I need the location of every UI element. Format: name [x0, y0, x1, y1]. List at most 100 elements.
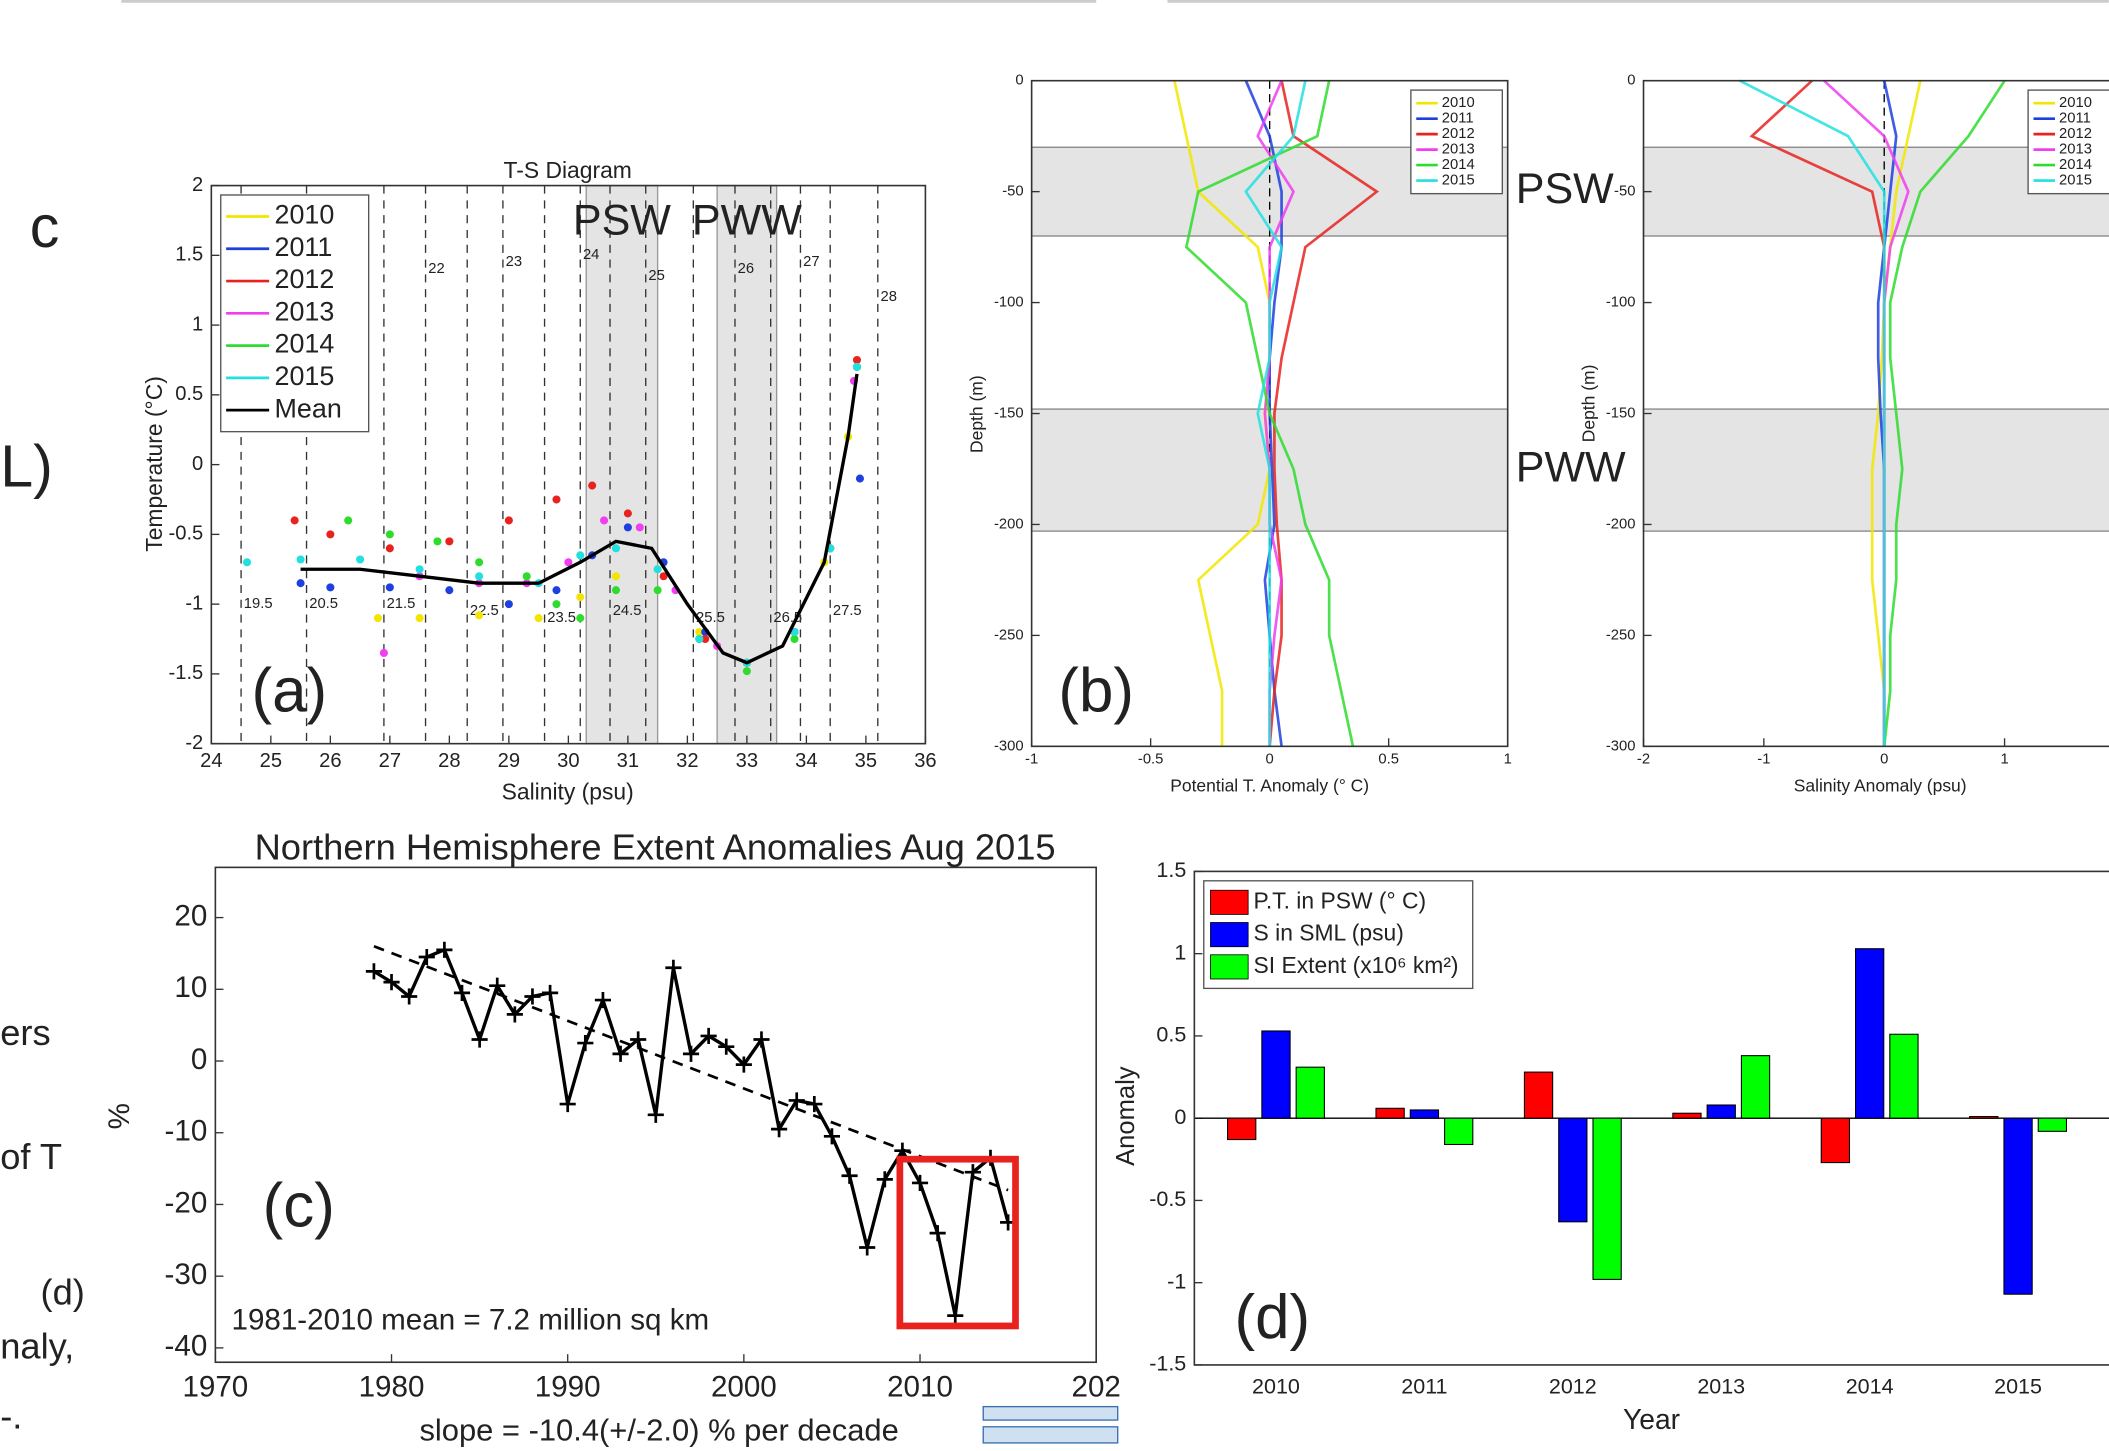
point — [623, 523, 632, 532]
plus-marker — [559, 1095, 576, 1113]
isopycnal-label: 27 — [803, 254, 819, 270]
point — [415, 565, 424, 574]
point — [588, 481, 597, 490]
legend-label: 2012 — [1442, 126, 1475, 142]
y-axis-label: % — [103, 1103, 136, 1129]
y-tick-label: -200 — [994, 516, 1024, 532]
y-tick-label: -1.5 — [169, 662, 204, 684]
x-tick-label: 30 — [557, 750, 579, 772]
plus-marker — [365, 963, 382, 980]
plot-frame — [1193, 870, 2109, 1366]
chart-title: Northern Hemisphere Extent Anomalies Aug… — [255, 826, 1056, 867]
plot-frame — [1030, 79, 1509, 748]
y-tick-label: 0 — [1174, 1105, 1186, 1129]
y-tick-label: 1 — [1174, 940, 1186, 964]
profile-line — [1268, 80, 1380, 747]
y-tick-label: -150 — [1606, 405, 1636, 421]
legend-label: 2010 — [2059, 95, 2092, 111]
band-label: PWW — [1516, 443, 1626, 491]
legend-swatch — [1210, 954, 1249, 980]
bar — [1672, 1112, 1702, 1119]
x-tick-label: 29 — [498, 750, 520, 772]
plus-marker — [735, 1056, 752, 1073]
point — [326, 530, 335, 539]
plus-marker — [700, 1027, 717, 1044]
x-tick-label: 31 — [617, 750, 639, 772]
plus-marker — [418, 948, 435, 966]
point — [475, 558, 484, 567]
x-tick-label: -0.5 — [1138, 752, 1163, 768]
y-tick-label: -250 — [1606, 627, 1636, 643]
x-tick-label: 24 — [200, 750, 222, 772]
band-label: PSW — [1516, 165, 1614, 213]
legend-label: 2015 — [2059, 172, 2092, 188]
y-tick-label: -20 — [165, 1186, 208, 1219]
panel-label: (d) — [1235, 1283, 1311, 1352]
plus-marker — [911, 1174, 929, 1192]
plus-marker — [647, 1106, 664, 1123]
legend-label: S in SML (psu) — [1254, 920, 1404, 946]
bar — [1261, 1030, 1291, 1119]
profile-line — [1739, 79, 1886, 747]
point — [373, 614, 382, 623]
bar — [1969, 1115, 1999, 1119]
point — [385, 530, 394, 539]
bar — [1740, 1055, 1771, 1119]
x-tick-label: 0.5 — [1378, 752, 1399, 768]
legend-label: 2013 — [2059, 142, 2092, 158]
point — [385, 544, 394, 553]
x-tick-label: 26 — [319, 750, 341, 772]
point — [433, 537, 442, 546]
point — [623, 509, 632, 518]
legend-box — [2027, 89, 2109, 195]
isopycnal-label: 24 — [583, 247, 599, 263]
legend-swatch — [1210, 922, 1249, 948]
bar — [1592, 1117, 1622, 1280]
plus-marker — [753, 1031, 770, 1048]
x-tick-label: 2011 — [1401, 1374, 1447, 1398]
profile-line — [1882, 79, 2006, 747]
x-tick-label: 1990 — [535, 1371, 601, 1404]
legend-label: 2014 — [275, 329, 335, 359]
plus-marker — [806, 1095, 823, 1113]
plus-marker — [453, 984, 471, 1001]
plus-marker — [594, 991, 611, 1009]
y-tick-label: -40 — [165, 1330, 208, 1363]
y-tick-label: -1.5 — [1149, 1352, 1186, 1376]
plus-marker — [771, 1121, 788, 1138]
point — [576, 614, 585, 623]
legend-label: 2015 — [275, 361, 335, 391]
bar — [1295, 1066, 1325, 1119]
plus-marker — [964, 1164, 981, 1181]
x-tick-label: 1 — [1504, 752, 1512, 768]
plus-marker — [471, 1031, 488, 1048]
point — [475, 611, 484, 620]
slide-text: naly, — [0, 1325, 74, 1366]
x-tick-label: 202 — [1072, 1371, 1121, 1404]
legend-label: 2012 — [275, 264, 335, 294]
slide-text: of T — [0, 1136, 62, 1177]
bar — [1409, 1109, 1440, 1119]
x-tick-label: 2014 — [1846, 1374, 1894, 1398]
point — [742, 667, 751, 676]
plus-marker — [788, 1092, 805, 1109]
point — [504, 516, 513, 525]
point — [290, 516, 299, 525]
bar — [1854, 948, 1885, 1119]
isopycnal-label: 25 — [648, 268, 664, 284]
panel-label: (a) — [252, 657, 328, 726]
isopycnal-label: 23 — [506, 254, 522, 270]
point — [552, 586, 561, 595]
bar — [1227, 1117, 1257, 1141]
y-axis-label: Depth (m) — [1578, 365, 1598, 443]
y-tick-label: 0 — [192, 453, 203, 475]
plus-marker — [630, 1031, 647, 1048]
isopycnal-label: 22 — [428, 261, 444, 277]
point — [611, 572, 621, 581]
bar — [1706, 1104, 1736, 1119]
y-tick-label: -300 — [994, 738, 1024, 754]
isopycnal-label: 23.5 — [547, 610, 576, 626]
y-tick-label: 0 — [191, 1043, 207, 1076]
plus-marker — [401, 988, 418, 1005]
x-tick-label: -1 — [1025, 752, 1038, 768]
